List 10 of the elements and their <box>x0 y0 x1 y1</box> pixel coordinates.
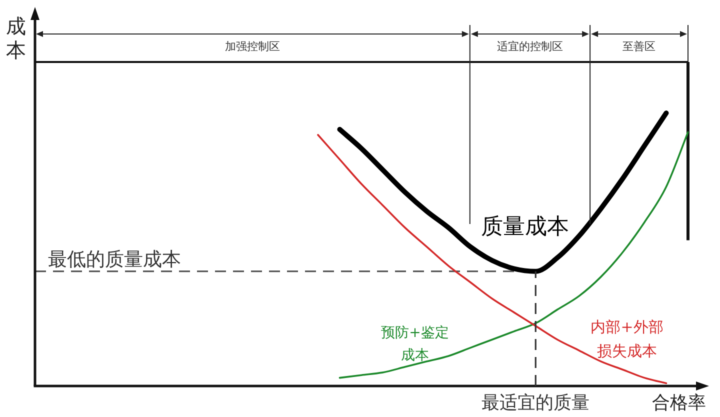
text: 加强控制区 <box>224 40 280 53</box>
series-label: 预防+鉴定成本 <box>381 324 449 364</box>
text: 最适宜的质量 <box>482 392 590 414</box>
series-label: 质量成本 <box>480 214 569 240</box>
y-axis-title: 成本 <box>6 14 26 62</box>
text: 至善区 <box>622 40 656 53</box>
x-axis-title: 合格率 <box>652 392 706 414</box>
ref-line-label: 最低的质量成本 <box>48 248 181 270</box>
series-label: 内部+外部损失成本 <box>590 318 664 360</box>
text: 适宜的控制区 <box>496 40 563 53</box>
